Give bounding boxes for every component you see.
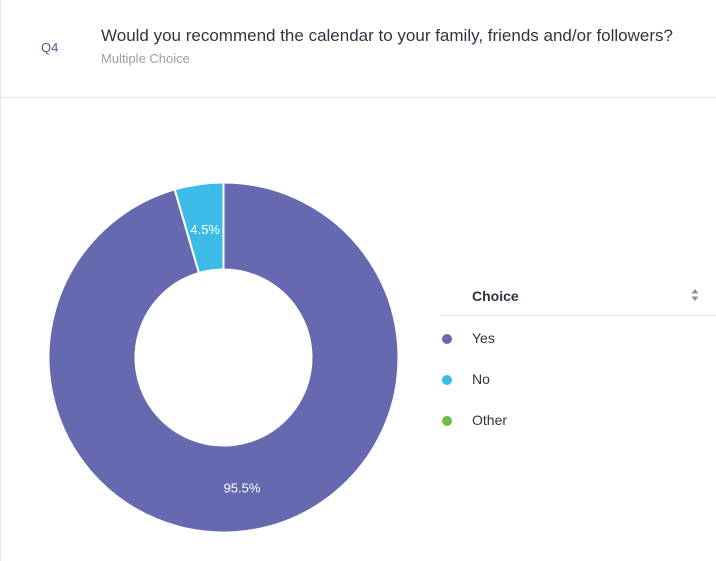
legend-item-other[interactable]: Other xyxy=(440,398,716,439)
legend-dot-icon xyxy=(442,416,452,426)
question-type: Multiple Choice xyxy=(101,51,190,66)
legend-label: Other xyxy=(472,412,508,428)
question-header: Q4 Would you recommend the calendar to y… xyxy=(1,0,716,98)
slice-label-no: 4.5% xyxy=(190,222,220,237)
legend-label: No xyxy=(472,371,490,387)
slice-label-yes: 95.5% xyxy=(224,481,261,496)
legend-label: Yes xyxy=(472,330,495,346)
question-title: Would you recommend the calendar to your… xyxy=(101,26,673,45)
legend-item-no[interactable]: No xyxy=(440,357,716,398)
legend-items: Yes No Other xyxy=(440,316,716,439)
slice-no[interactable] xyxy=(173,181,225,275)
sort-icon[interactable] xyxy=(691,289,699,301)
legend: Choice Yes No Other xyxy=(440,275,716,439)
question-number: Q4 xyxy=(41,40,59,55)
legend-header[interactable]: Choice xyxy=(440,275,716,316)
legend-dot-icon xyxy=(442,334,452,344)
legend-item-yes[interactable]: Yes xyxy=(440,316,716,357)
legend-dot-icon xyxy=(442,375,452,385)
donut-chart: 95.5% 4.5% xyxy=(47,181,400,534)
legend-column-title: Choice xyxy=(472,288,519,304)
slice-yes[interactable] xyxy=(47,181,400,534)
